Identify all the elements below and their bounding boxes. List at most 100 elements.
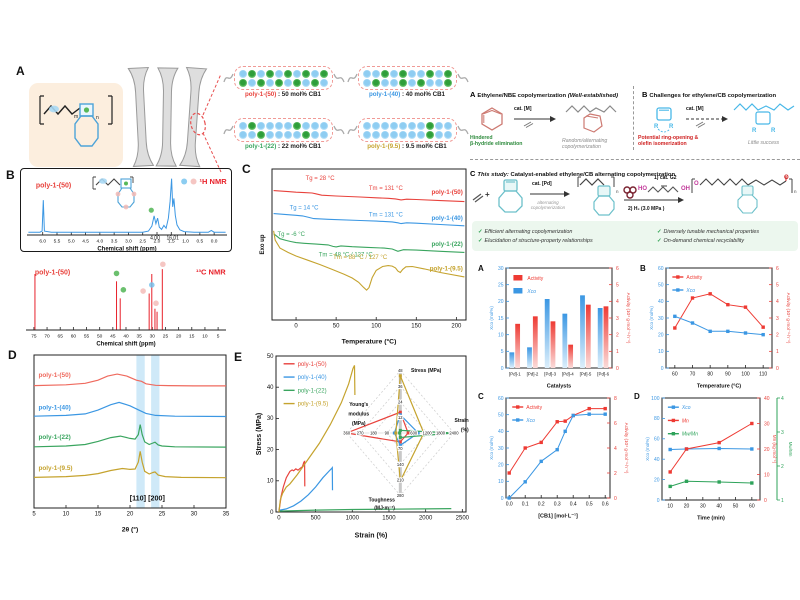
svg-text:20: 20 — [684, 504, 690, 510]
svg-text:[110] [200]: [110] [200] — [130, 493, 165, 502]
xrd-chart: 5 10 15 20 25 30 35 2θ (°) poly-1-(50) poly-1-(40… — [32, 354, 230, 534]
svg-text:2: 2 — [781, 464, 784, 470]
reaction-arrow-icon — [530, 191, 570, 197]
g2-catalyst-icon — [623, 186, 637, 199]
svg-text:8: 8 — [614, 396, 617, 402]
svg-text:Tg = 28 °C: Tg = 28 °C — [306, 176, 336, 182]
chain-end-squiggle-icon — [457, 125, 469, 135]
svg-text:Activity: Activity — [686, 275, 702, 281]
final-product-icon: O O n — [691, 175, 797, 214]
svg-text:(MJ·m⁻³): (MJ·m⁻³) — [374, 506, 395, 512]
svg-text:poly-1-(9.5): poly-1-(9.5) — [430, 265, 463, 272]
check-icon: ✓ — [478, 237, 483, 244]
svg-text:600: 600 — [410, 431, 418, 436]
svg-text:0.6: 0.6 — [602, 502, 609, 508]
scheme-a-note-hindered: Hindered β-hydride elimination — [470, 135, 523, 147]
svg-text:20: 20 — [654, 477, 660, 483]
svg-text:2θ (°): 2θ (°) — [122, 526, 139, 534]
svg-text:0: 0 — [616, 366, 619, 372]
svg-text:60: 60 — [71, 334, 77, 340]
svg-text:2400: 2400 — [449, 431, 459, 436]
svg-text:30: 30 — [764, 421, 770, 427]
svg-text:[Pd]-1: [Pd]-1 — [509, 372, 521, 377]
highlight-item: ✓ Elucidation of structure-property relat… — [478, 237, 593, 244]
highlight-item: ✓ On-demand chemical recyclability — [656, 237, 745, 244]
svg-text:poly-1-(40): poly-1-(40) — [38, 404, 70, 411]
svg-text:20: 20 — [498, 299, 504, 305]
reaction-arrow-icon — [624, 197, 684, 203]
svg-text:n: n — [96, 115, 99, 121]
svg-text:40: 40 — [123, 334, 129, 340]
svg-text:2.0: 2.0 — [154, 239, 161, 245]
svg-text:modulus: modulus — [348, 412, 369, 418]
svg-text:75: 75 — [31, 334, 37, 340]
svg-text:280: 280 — [397, 493, 405, 498]
svg-text:25: 25 — [498, 282, 504, 288]
svg-text:10: 10 — [658, 349, 664, 355]
scheme-b-note-little-success: Little success — [748, 140, 780, 146]
svg-text:[CB1] [mol·L⁻¹]: [CB1] [mol·L⁻¹] — [538, 513, 578, 520]
svg-text:Xco: Xco — [685, 288, 695, 294]
svg-text:45: 45 — [110, 334, 116, 340]
step1-label: 1) cat. G2 — [654, 175, 677, 181]
ethylene-icon — [472, 193, 484, 203]
svg-text:10: 10 — [498, 479, 504, 485]
svg-text:0: 0 — [501, 496, 504, 502]
svg-text:poly-1-(22): poly-1-(22) — [38, 434, 70, 441]
chain-end-squiggle-icon — [457, 73, 469, 83]
svg-text:Xco (mol%): Xco (mol%) — [645, 437, 650, 461]
svg-text:Xco: Xco — [525, 418, 535, 424]
svg-text:30: 30 — [658, 316, 664, 322]
svg-text:0: 0 — [657, 498, 660, 504]
svg-text:15: 15 — [498, 316, 504, 322]
svg-text:100: 100 — [651, 396, 660, 402]
svg-text:poly-1-(9.5): poly-1-(9.5) — [38, 465, 72, 472]
svg-text:40: 40 — [654, 457, 660, 463]
svg-text:4.00: 4.00 — [150, 236, 160, 242]
svg-text:5.0: 5.0 — [68, 239, 75, 245]
svg-text:Young's: Young's — [349, 402, 368, 408]
highlight-item: ✓ Diversely tunable mechanical properties — [656, 228, 760, 235]
temperature-effect-chart: 60 70 80 90 100 110 0 10 20 30 40 50 60 Xco (mol%) 0 1 2… — [649, 266, 791, 390]
scheme-a-title: A Ethylene/NBE copolymerization (Well-est… — [470, 90, 619, 99]
svg-text:180: 180 — [370, 431, 378, 436]
svg-text:55: 55 — [84, 334, 90, 340]
svg-text:1800: 1800 — [436, 431, 446, 436]
svg-text:80: 80 — [707, 372, 713, 378]
chain-poly-1-40: poly-1-(40) : 40 mol% CB1 — [346, 66, 469, 98]
svg-text:210: 210 — [397, 477, 405, 482]
svg-text:Mw/Mn: Mw/Mn — [682, 432, 698, 438]
chain-schematics: poly-1-(50) : 50 mol% CB1 poly-1-(40) : … — [222, 66, 469, 170]
scheme-c-tag: C — [470, 169, 476, 178]
svg-text:poly-1-(40): poly-1-(40) — [431, 215, 462, 222]
plus-sign: + — [485, 190, 490, 199]
svg-text:0: 0 — [614, 496, 617, 502]
svg-text:Catalysts: Catalysts — [547, 384, 571, 390]
svg-text:Exo up: Exo up — [260, 234, 266, 254]
svg-text:Activity: Activity — [527, 276, 543, 282]
chain-desc: : 22 mol% CB1 — [276, 143, 321, 150]
svg-text:80: 80 — [654, 416, 660, 422]
svg-text:20: 20 — [658, 332, 664, 338]
svg-text:poly-1-(22): poly-1-(22) — [431, 241, 462, 248]
svg-text:Xco (mol%): Xco (mol%) — [489, 436, 494, 460]
svg-text:30: 30 — [191, 512, 198, 518]
svg-text:50: 50 — [267, 354, 274, 360]
chain-desc: : 50 mol% CB1 — [276, 91, 321, 98]
svg-text:60: 60 — [672, 372, 678, 378]
svg-text:12: 12 — [398, 415, 403, 420]
chain-poly-1-22: poly-1-(22) : 22 mol% CB1 — [222, 118, 345, 150]
svg-text:1200: 1200 — [423, 431, 433, 436]
svg-text:0.0: 0.0 — [211, 239, 218, 245]
scheme-a-note-random: Random/alternating copolymerization — [562, 138, 608, 150]
svg-text:50: 50 — [97, 334, 103, 340]
check-icon: ✓ — [478, 228, 483, 235]
svg-text:2500: 2500 — [456, 516, 470, 522]
svg-text:Mn: Mn — [682, 418, 689, 424]
svg-text:25: 25 — [163, 334, 169, 340]
chain-desc: : 9.5 mol% CB1 — [400, 143, 447, 150]
panel-a-label: A — [16, 64, 25, 78]
svg-text:1: 1 — [776, 349, 779, 355]
svg-text:n: n — [794, 189, 797, 194]
